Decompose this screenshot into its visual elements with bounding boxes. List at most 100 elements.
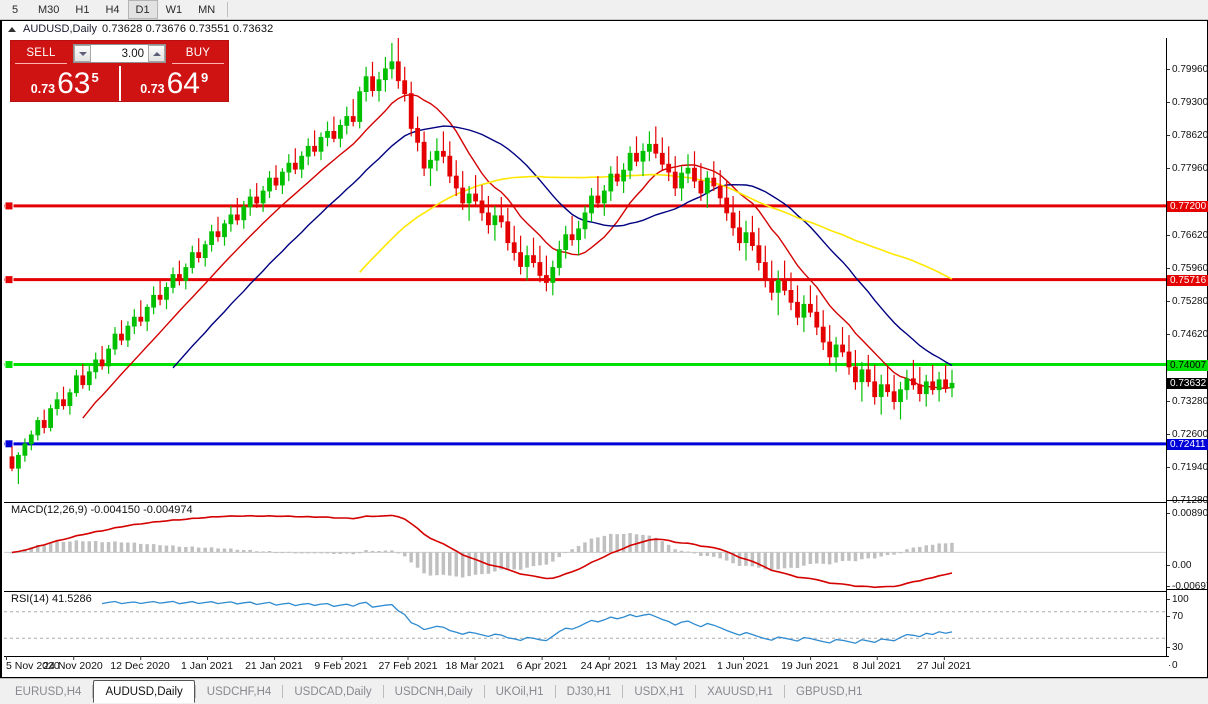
price-tick-0-77200: 0.77200 bbox=[1167, 200, 1208, 212]
chart-tab-usdx-h1[interactable]: USDX,H1 bbox=[634, 685, 685, 698]
macd-scale-bottom: -0.00697 bbox=[1167, 581, 1208, 592]
hline-resistance-1 bbox=[4, 201, 1169, 211]
hline-resistance-2 bbox=[4, 275, 1169, 285]
date-label-14: 27 Jul 2021 bbox=[916, 656, 972, 672]
date-label-10: 13 May 2021 bbox=[645, 656, 707, 672]
chart-tab-usdcnh-daily[interactable]: USDCNH,Daily bbox=[394, 685, 473, 698]
rsi-scale-100: 100 bbox=[1167, 594, 1208, 605]
price-tick-0-73280: 0.73280 bbox=[1167, 396, 1208, 407]
date-label-8: 6 Apr 2021 bbox=[516, 656, 568, 672]
collapse-triangle-icon[interactable] bbox=[8, 26, 16, 32]
volume-stepper[interactable]: 3.00 bbox=[73, 44, 166, 63]
chevron-down-icon bbox=[78, 51, 87, 56]
price-tick-0-75960: 0.75960 bbox=[1167, 263, 1208, 274]
rsi-indicator-plot[interactable]: RSI(14) 41.5286 bbox=[4, 591, 1169, 657]
timeframe-button-mn[interactable]: MN bbox=[198, 3, 216, 16]
chart-tab-audusd-daily[interactable]: AUDUSD,Daily bbox=[93, 680, 195, 703]
price-plot[interactable] bbox=[4, 38, 1169, 500]
ma-fast bbox=[82, 93, 953, 419]
tab-divider bbox=[194, 685, 196, 698]
price-tick-0-79300: 0.79300 bbox=[1167, 97, 1208, 108]
chart-tab-bar: EURUSD,H4 AUDUSD,Daily USDCHF,H4 USDCAD,Dai… bbox=[0, 678, 1208, 704]
date-label-4: 21 Jan 2021 bbox=[245, 656, 303, 672]
hline-support-green bbox=[4, 360, 1169, 370]
macd-svg bbox=[4, 514, 1169, 589]
price-tick-0-78620: 0.78620 bbox=[1167, 130, 1208, 141]
tab-divider bbox=[382, 685, 384, 698]
chart-tab-ukoil-h1[interactable]: UKOil,H1 bbox=[495, 685, 544, 698]
date-label-13: 8 Jul 2021 bbox=[852, 656, 902, 672]
buy-price-display[interactable]: 0.73 64 9 bbox=[118, 66, 229, 101]
timeframe-button-m30[interactable]: M30 bbox=[38, 3, 60, 16]
scale-divider bbox=[1167, 500, 1208, 501]
timeframe-button-5[interactable]: 5 bbox=[11, 3, 19, 16]
chart-area: AUDUSD,Daily 0.73628 0.73676 0.73551 0.7… bbox=[0, 20, 1208, 678]
chart-tab-usdchf-h4[interactable]: USDCHF,H4 bbox=[206, 685, 272, 698]
price-tick-0-77960: 0.77960 bbox=[1167, 163, 1208, 174]
volume-increase-button[interactable] bbox=[148, 45, 165, 62]
sell-button[interactable]: SELL bbox=[15, 43, 67, 64]
tab-divider bbox=[695, 685, 697, 698]
date-label-12: 19 Jun 2021 bbox=[781, 656, 839, 672]
chart-tab-gbpusd-h1[interactable]: GBPUSD,H1 bbox=[796, 685, 863, 698]
macd-scale-top: 0.008903 bbox=[1167, 508, 1208, 519]
buy-price-fraction: 9 bbox=[200, 69, 209, 85]
sell-price-display[interactable]: 0.73 63 5 bbox=[11, 66, 119, 101]
ma-slow bbox=[359, 173, 953, 280]
chart-tab-usdcad-daily[interactable]: USDCAD,Daily bbox=[294, 685, 372, 698]
timeframe-button-h1[interactable]: H1 bbox=[75, 3, 90, 16]
price-tick-0-73632: 0.73632 bbox=[1167, 378, 1208, 390]
price-tick-0-75716: 0.75716 bbox=[1167, 274, 1208, 286]
date-label-5: 9 Feb 2021 bbox=[314, 656, 368, 672]
candlestick-svg bbox=[4, 38, 1169, 485]
tab-divider bbox=[622, 685, 624, 698]
timeframe-button-h4[interactable]: H4 bbox=[105, 3, 120, 16]
macd-scale-mid: 0.00 bbox=[1167, 560, 1208, 571]
trade-panel-controls: SELL 3.00 BUY bbox=[11, 41, 228, 66]
rsi-scale-30: 30 bbox=[1167, 642, 1208, 653]
price-tick-0-74007: 0.74007 bbox=[1167, 359, 1208, 371]
price-tick-0-76620: 0.76620 bbox=[1167, 230, 1208, 241]
trade-panel-prices: 0.73 63 5 0.73 64 9 bbox=[11, 66, 228, 101]
rsi-line bbox=[101, 600, 953, 644]
date-label-7: 18 Mar 2021 bbox=[445, 656, 505, 672]
one-click-trading-panel[interactable]: SELL 3.00 BUY 0.73 63 5 bbox=[10, 40, 229, 102]
sell-price-big: 63 bbox=[57, 66, 91, 100]
price-scale[interactable]: 0.79960 0.79300 0.78620 0.77960 0.77200 0.766… bbox=[1166, 38, 1208, 671]
buy-button[interactable]: BUY bbox=[172, 43, 224, 64]
toolbar-divider bbox=[227, 2, 229, 17]
date-label-3: 1 Jan 2021 bbox=[181, 656, 233, 672]
date-label-11: 1 Jun 2021 bbox=[717, 656, 769, 672]
sell-price-fraction: 5 bbox=[91, 69, 99, 85]
macd-signal-line bbox=[11, 514, 953, 589]
timeframe-button-w1[interactable]: W1 bbox=[165, 3, 183, 16]
volume-decrease-button[interactable] bbox=[74, 45, 91, 62]
volume-input[interactable]: 3.00 bbox=[91, 45, 148, 62]
sell-price-prefix: 0.73 bbox=[30, 81, 56, 96]
buy-price-big: 64 bbox=[166, 66, 200, 100]
tab-divider bbox=[92, 685, 94, 698]
chart-tab-dj30-h1[interactable]: DJ30,H1 bbox=[566, 685, 612, 698]
price-tick-0-72600: 0.72600 bbox=[1167, 429, 1208, 440]
price-tick-0-71940: 0.71940 bbox=[1167, 462, 1208, 473]
macd-indicator-plot[interactable]: MACD(12,26,9) -0.004150 -0.004974 bbox=[4, 502, 1169, 590]
ma-mid bbox=[172, 125, 953, 369]
rsi-svg bbox=[4, 600, 1169, 644]
timeframe-toolbar: 5 M30 H1 H4 D1 W1 MN bbox=[0, 0, 1208, 20]
timeframe-button-d1[interactable]: D1 bbox=[127, 0, 158, 19]
chart-symbol-label: AUDUSD,Daily bbox=[23, 23, 97, 35]
hline-support-blue bbox=[4, 439, 1169, 449]
chart-tab-xauusd-h1[interactable]: XAUUSD,H1 bbox=[707, 685, 773, 698]
candles bbox=[9, 38, 955, 485]
date-label-6: 27 Feb 2021 bbox=[378, 656, 438, 672]
buy-price-prefix: 0.73 bbox=[140, 81, 165, 96]
chart-ohlc-values: 0.73628 0.73676 0.73551 0.73632 bbox=[101, 23, 274, 35]
chart-tab-eurusd-h4[interactable]: EURUSD,H4 bbox=[15, 685, 82, 698]
chevron-up-icon bbox=[152, 51, 161, 56]
price-tick-0-79960: 0.79960 bbox=[1167, 64, 1208, 75]
tab-divider bbox=[784, 685, 785, 698]
tab-divider bbox=[554, 685, 556, 698]
scale-divider bbox=[1167, 589, 1208, 590]
date-label-1: 24 Nov 2020 bbox=[43, 656, 103, 672]
